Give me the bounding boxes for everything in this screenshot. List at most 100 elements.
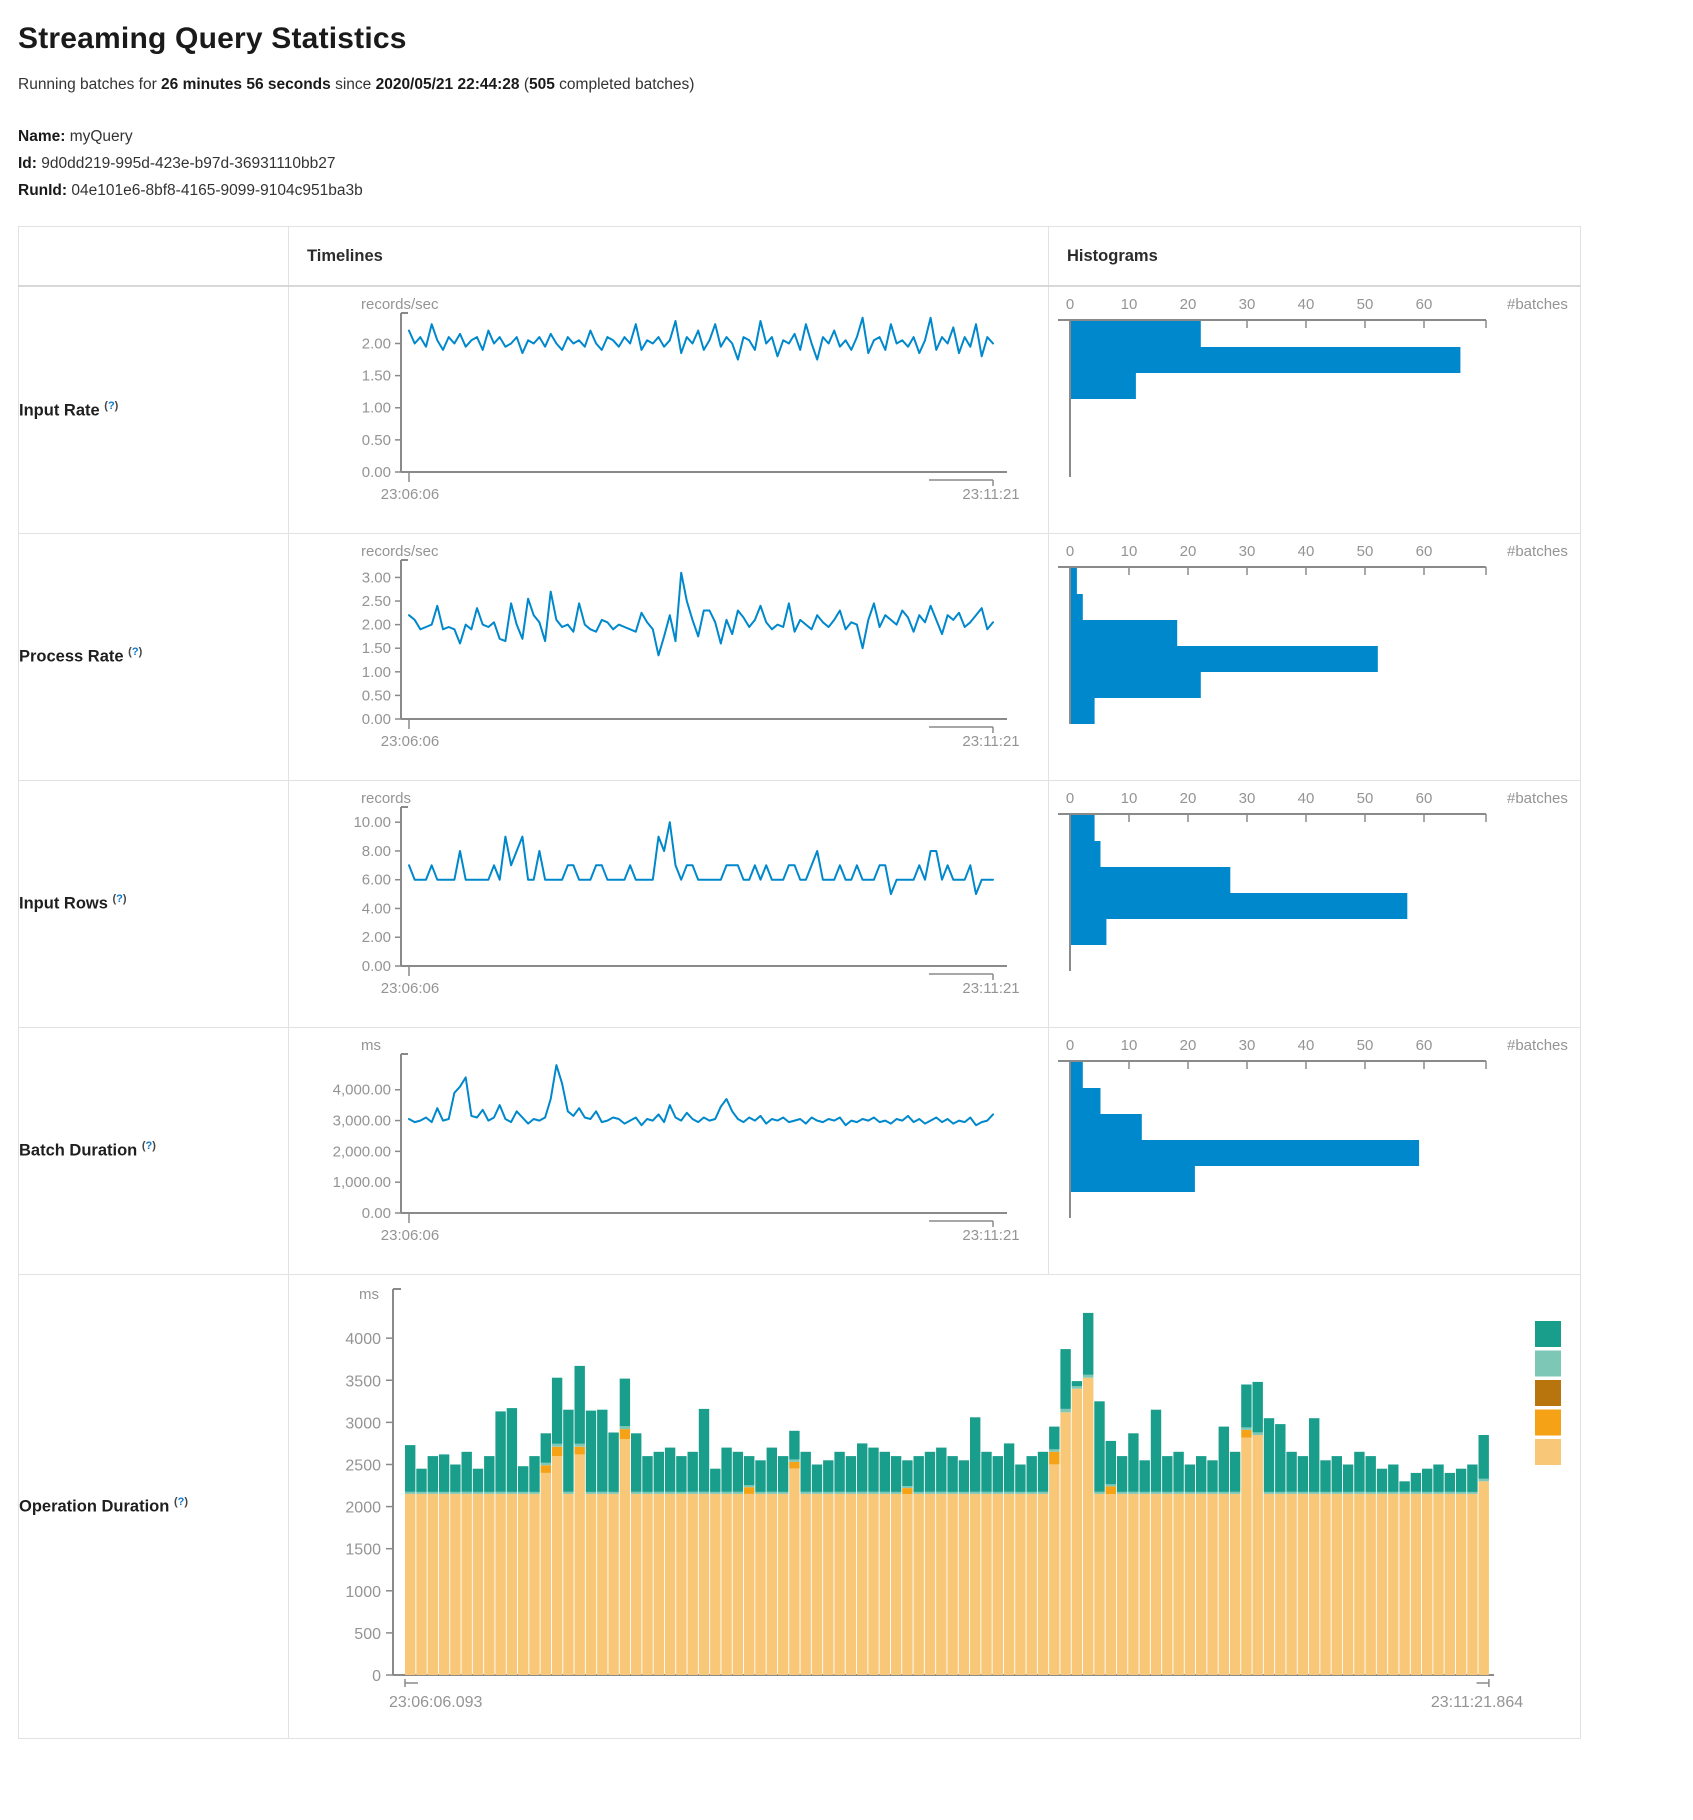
- svg-text:records: records: [361, 790, 411, 807]
- svg-text:23:06:06: 23:06:06: [381, 980, 439, 997]
- svg-text:ms: ms: [361, 1037, 381, 1054]
- svg-text:4,000.00: 4,000.00: [333, 1081, 391, 1098]
- svg-text:3500: 3500: [345, 1373, 381, 1390]
- svg-text:1.50: 1.50: [362, 640, 391, 657]
- svg-text:records/sec: records/sec: [361, 296, 439, 313]
- svg-text:60: 60: [1416, 1037, 1433, 1054]
- svg-text:20: 20: [1180, 296, 1197, 313]
- row-label-operation-duration: Operation Duration (?): [18, 1273, 289, 1739]
- svg-text:23:06:06: 23:06:06: [381, 486, 439, 503]
- svg-text:1.50: 1.50: [362, 368, 391, 385]
- svg-text:1.00: 1.00: [362, 400, 391, 417]
- svg-text:0.50: 0.50: [362, 687, 391, 704]
- svg-text:0: 0: [372, 1668, 381, 1685]
- svg-text:2.00: 2.00: [362, 929, 391, 946]
- svg-text:0: 0: [1066, 1037, 1074, 1054]
- input-rows-timeline-chart: records 10.00 8.00 6.00 4.00 2.00 0.00 23:06:06…: [288, 779, 1049, 1028]
- svg-text:1,000.00: 1,000.00: [333, 1174, 391, 1191]
- operation-duration-stacked-chart: ms 4000 3500 3000 2500 2000 1500 1000 500 0 23:06:…: [288, 1273, 1581, 1739]
- svg-text:ms: ms: [359, 1286, 379, 1303]
- input-rate-histogram-chart: 0 10 20 30 40 50 60 #batches: [1048, 285, 1581, 534]
- svg-text:40: 40: [1298, 296, 1315, 313]
- svg-text:30: 30: [1239, 296, 1256, 313]
- table-row: Input Rate (?) records/sec 2.00 1.50 1.00 0.…: [18, 285, 1581, 534]
- svg-text:2.50: 2.50: [362, 593, 391, 610]
- svg-text:60: 60: [1416, 790, 1433, 807]
- svg-text:23:06:06: 23:06:06: [381, 733, 439, 750]
- svg-text:#batches: #batches: [1507, 296, 1568, 313]
- svg-text:0.00: 0.00: [362, 464, 391, 481]
- header-timelines: Timelines: [288, 226, 1049, 287]
- svg-text:23:11:21.864: 23:11:21.864: [1431, 1694, 1523, 1711]
- legend-swatch: [1535, 1409, 1561, 1435]
- svg-text:0.50: 0.50: [362, 432, 391, 449]
- svg-text:10: 10: [1121, 1037, 1138, 1054]
- batch-duration-histogram-chart: 0 10 20 30 40 50 60 #batches: [1048, 1026, 1581, 1275]
- table-row: Operation Duration (?) ms 4000 3500 3000 250…: [18, 1273, 1581, 1739]
- table-row: Process Rate (?) records/sec 3.00 2.50 2.00…: [18, 532, 1581, 781]
- legend-swatch: [1535, 1320, 1561, 1347]
- legend-swatch: [1535, 1379, 1561, 1406]
- svg-text:0: 0: [1066, 790, 1074, 807]
- legend-swatch: [1535, 1438, 1561, 1465]
- help-icon[interactable]: (?): [112, 893, 127, 906]
- svg-text:2.00: 2.00: [362, 616, 391, 633]
- svg-text:23:06:06: 23:06:06: [381, 1227, 439, 1244]
- running-batches-summary: Running batches for 26 minutes 56 second…: [18, 76, 695, 93]
- running-duration: 26 minutes 56 seconds: [161, 76, 331, 93]
- svg-text:1000: 1000: [345, 1583, 381, 1600]
- help-icon[interactable]: (?): [104, 399, 119, 412]
- svg-text:records/sec: records/sec: [361, 543, 439, 560]
- process-rate-histogram-chart: 0 10 20 30 40 50 60 #batches: [1048, 532, 1581, 781]
- svg-text:2500: 2500: [345, 1457, 381, 1474]
- svg-text:23:11:21: 23:11:21: [962, 486, 1019, 503]
- svg-text:30: 30: [1239, 790, 1256, 807]
- query-runid-line: RunId: 04e101e6-8bf8-4165-9099-9104c951b…: [18, 182, 363, 199]
- row-label-process-rate: Process Rate (?): [18, 532, 289, 781]
- svg-text:10: 10: [1121, 790, 1138, 807]
- svg-text:#batches: #batches: [1507, 790, 1568, 807]
- query-name-value: myQuery: [69, 128, 133, 145]
- page-title: Streaming Query Statistics: [18, 22, 407, 55]
- svg-text:500: 500: [354, 1625, 381, 1642]
- svg-text:1.00: 1.00: [362, 663, 391, 680]
- svg-text:60: 60: [1416, 296, 1433, 313]
- query-id-line: Id: 9d0dd219-995d-423e-b97d-36931110bb27: [18, 155, 336, 172]
- svg-text:2,000.00: 2,000.00: [333, 1143, 391, 1160]
- completed-batches-count: 505: [528, 76, 555, 93]
- query-name-line: Name: myQuery: [18, 128, 133, 145]
- svg-text:4000: 4000: [345, 1331, 381, 1348]
- svg-text:0: 0: [1066, 296, 1074, 313]
- svg-text:3.00: 3.00: [362, 569, 391, 586]
- process-rate-timeline-chart: records/sec 3.00 2.50 2.00 1.50 1.00 0.50 0.00 2…: [288, 532, 1049, 781]
- help-icon[interactable]: (?): [173, 1495, 189, 1508]
- svg-text:50: 50: [1357, 1037, 1374, 1054]
- batch-duration-timeline-chart: ms 4,000.00 3,000.00 2,000.00 1,000.00 0.00 23…: [288, 1026, 1049, 1275]
- svg-text:0.00: 0.00: [362, 711, 391, 728]
- svg-text:30: 30: [1239, 543, 1256, 560]
- svg-text:10: 10: [1121, 296, 1138, 313]
- svg-text:40: 40: [1298, 543, 1315, 560]
- svg-text:6.00: 6.00: [362, 871, 391, 888]
- input-rate-timeline-chart: records/sec 2.00 1.50 1.00 0.50 0.00 23:06:06 2…: [288, 285, 1049, 534]
- svg-text:40: 40: [1298, 1037, 1315, 1054]
- statistics-table: Timelines Histograms Input Rate (?) reco…: [18, 226, 1581, 1739]
- svg-text:#batches: #batches: [1507, 1037, 1568, 1054]
- table-row: Input Rows (?) records 10.00 8.00 6.00 4.00 2…: [18, 779, 1581, 1028]
- svg-text:23:11:21: 23:11:21: [962, 1227, 1019, 1244]
- table-row: Batch Duration (?) ms 4,000.00 3,000.00 2,0…: [18, 1026, 1581, 1275]
- row-label-batch-duration: Batch Duration (?): [18, 1026, 289, 1275]
- help-icon[interactable]: (?): [128, 646, 143, 659]
- query-runid-value: 04e101e6-8bf8-4165-9099-9104c951ba3b: [71, 182, 363, 199]
- svg-text:0.00: 0.00: [362, 1205, 391, 1222]
- help-icon[interactable]: (?): [141, 1140, 156, 1153]
- query-id-value: 9d0dd219-995d-423e-b97d-36931110bb27: [41, 155, 336, 172]
- row-label-input-rows: Input Rows (?): [18, 779, 289, 1028]
- legend-swatch: [1535, 1350, 1561, 1376]
- table-header-row: Timelines Histograms: [18, 226, 1581, 287]
- svg-text:#batches: #batches: [1507, 543, 1568, 560]
- svg-text:8.00: 8.00: [362, 842, 391, 859]
- svg-text:3000: 3000: [345, 1415, 381, 1432]
- svg-text:60: 60: [1416, 543, 1433, 560]
